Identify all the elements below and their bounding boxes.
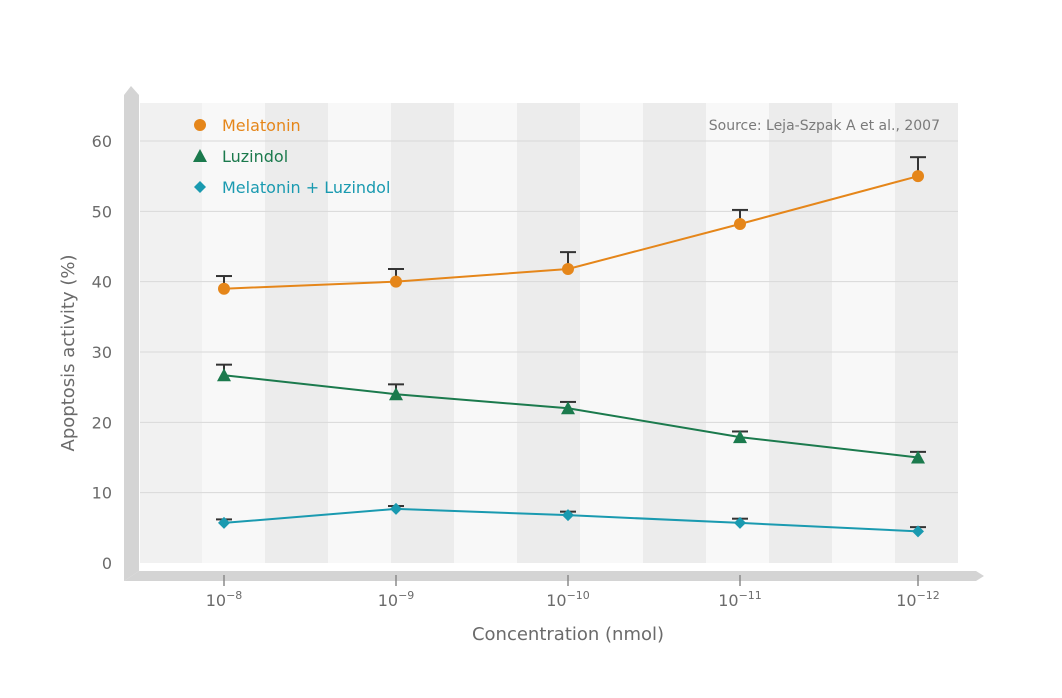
axes [124, 86, 984, 586]
background-stripe [643, 103, 706, 563]
data-point [911, 450, 925, 464]
data-point [562, 263, 574, 276]
y-tick-label: 40 [92, 273, 112, 292]
y-tick-label: 0 [102, 554, 112, 573]
y-axis-title: Apoptosis activity (%) [58, 255, 79, 452]
legend-marker [194, 181, 206, 193]
data-point [734, 217, 746, 230]
y-tick-label: 20 [92, 413, 112, 432]
background-stripe [580, 103, 643, 563]
data-point [734, 516, 746, 529]
legend-label: Melatonin [222, 116, 301, 135]
y-axis-wall [124, 86, 139, 581]
y-tick-label: 10 [92, 484, 112, 503]
data-point [390, 275, 402, 288]
source-note: Source: Leja-Szpak A et al., 2007 [709, 118, 940, 134]
background-stripe [517, 103, 580, 563]
plot-background [140, 103, 958, 563]
data-point [562, 509, 574, 522]
data-point [218, 282, 230, 295]
background-stripe [454, 103, 517, 563]
legend-label: Luzindol [222, 147, 288, 166]
data-point [912, 170, 924, 183]
data-point [218, 516, 230, 529]
x-axis-title: Concentration (nmol) [472, 624, 664, 645]
background-stripe [391, 103, 454, 563]
data-point [390, 502, 402, 515]
y-tick-label: 60 [92, 132, 112, 151]
data-point [733, 430, 747, 444]
data-markers [217, 170, 925, 538]
data-point [389, 387, 403, 401]
x-tick-label: 10−10 [546, 589, 590, 610]
x-tick-label: 10−11 [718, 589, 762, 610]
background-stripe [832, 103, 895, 563]
x-tick-label: 10−9 [378, 589, 415, 610]
x-tick-label: 10−12 [896, 589, 940, 610]
gridlines [140, 140, 958, 494]
legend-label: Melatonin + Luzindol [222, 178, 390, 197]
background-stripe [328, 103, 391, 563]
background-stripe [769, 103, 832, 563]
y-tick-label: 50 [92, 202, 112, 221]
background-stripe [895, 103, 958, 563]
axis-labels: Concentration (nmol) Apoptosis activity … [58, 118, 940, 645]
background-stripe [706, 103, 769, 563]
y-tick-label: 30 [92, 343, 112, 362]
legend-marker [194, 119, 206, 131]
legend-marker [193, 149, 207, 162]
data-point [217, 368, 231, 382]
background-stripe [202, 103, 265, 563]
legend: Melatonin Luzindol Melatonin + Luzindol [193, 116, 390, 197]
x-tick-label: 10−8 [206, 589, 243, 610]
data-point [912, 525, 924, 538]
background-stripe [265, 103, 328, 563]
data-point [561, 401, 575, 415]
x-axis-floor [124, 571, 984, 581]
